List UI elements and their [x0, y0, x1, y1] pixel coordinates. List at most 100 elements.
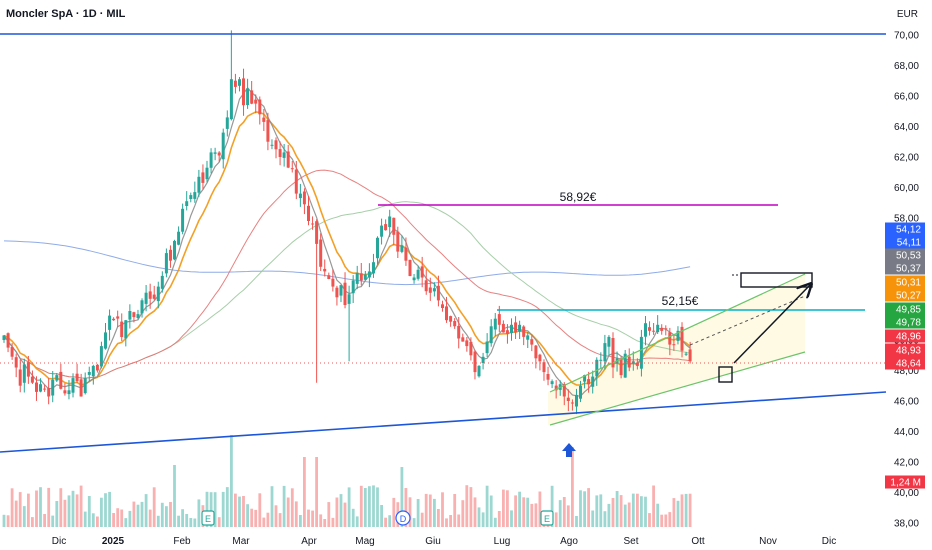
candle-body: [359, 273, 363, 281]
price-badge-label: 54,12: [896, 225, 921, 236]
candle-body: [485, 341, 489, 354]
volume-bar: [181, 509, 184, 527]
candle-body: [595, 359, 599, 377]
volume-bar: [615, 491, 619, 527]
volume-bar: [664, 514, 668, 527]
y-tick-label: 46,00: [894, 397, 919, 408]
volume-bar: [603, 511, 607, 527]
candle-body: [323, 268, 327, 272]
volume-bar: [27, 493, 30, 527]
symbol-title[interactable]: Moncler SpA · 1D · MIL: [6, 8, 126, 20]
price-badge-label: 50,31: [896, 278, 921, 289]
volume-bar: [668, 512, 672, 527]
volume-bar: [286, 497, 290, 527]
candle-body: [319, 239, 323, 267]
candle-body: [258, 99, 262, 115]
candle-body: [554, 385, 558, 391]
volume-bar: [376, 487, 379, 527]
volume-bar: [307, 509, 310, 527]
candle-body: [83, 378, 87, 394]
volume-bar: [656, 503, 660, 527]
price-badge-label: 48,64: [896, 359, 921, 370]
price-badge: [885, 248, 925, 262]
candle-body: [148, 291, 152, 299]
candle-body: [339, 285, 343, 296]
volume-bar: [18, 492, 22, 527]
candle-body: [144, 292, 148, 304]
volume-bar: [648, 513, 651, 527]
volume-bar: [473, 497, 477, 527]
volume-bar: [22, 506, 26, 527]
earnings-marker: [540, 510, 554, 526]
volume-bar: [124, 518, 128, 527]
volume-bar: [510, 510, 513, 527]
ma-green-line: [3, 201, 691, 379]
price-badge-label: 48,93: [896, 346, 921, 357]
volume-bar: [428, 494, 432, 527]
volume-bar: [526, 497, 530, 527]
y-tick-label: 68,00: [894, 61, 919, 72]
volume-bar: [420, 512, 424, 527]
volume-bar: [79, 485, 83, 527]
volume-bar: [96, 516, 99, 527]
event-marker-label: E: [205, 514, 211, 524]
volume-bar: [599, 494, 603, 527]
candle-body: [566, 397, 570, 401]
candle-body: [35, 382, 38, 392]
candle-body: [160, 275, 164, 289]
volume-bar: [514, 495, 517, 527]
volume-bar: [522, 497, 526, 527]
candle-body: [376, 237, 379, 259]
volume-bar: [627, 502, 631, 527]
candle-body: [75, 373, 79, 382]
candle-body: [173, 240, 176, 260]
volume-bar: [234, 493, 237, 527]
price-badge: [885, 475, 925, 489]
volume-bar: [363, 488, 367, 527]
candle-body: [493, 318, 497, 330]
volume-bar: [238, 496, 241, 527]
volume-bar: [104, 493, 107, 527]
candle-body: [270, 144, 274, 146]
candle-body: [396, 231, 400, 252]
candle-body: [546, 374, 550, 380]
candle-body: [185, 201, 189, 206]
volume-bar: [177, 515, 180, 527]
candle-body: [518, 324, 522, 332]
candle-body: [388, 216, 392, 228]
volume-bar: [112, 513, 115, 527]
volume-bar: [562, 497, 566, 527]
volume-bar: [384, 517, 387, 527]
volume-bar: [441, 492, 444, 527]
volume-bar: [116, 508, 120, 527]
volume-bar: [6, 515, 10, 527]
volume-bar: [636, 493, 639, 527]
candle-body: [489, 326, 493, 344]
dividend-marker: [395, 510, 411, 526]
candle-body: [71, 378, 75, 393]
volume-bar: [59, 488, 63, 527]
volume-bar: [100, 497, 103, 527]
volume-bar: [404, 488, 408, 527]
volume-bar: [372, 485, 375, 527]
volume-bar: [39, 487, 42, 527]
volume-bar: [359, 485, 363, 527]
volume-bar: [477, 507, 481, 527]
candle-body: [278, 149, 282, 157]
candle-body: [481, 356, 485, 363]
candle-body: [30, 376, 34, 383]
candle-body: [55, 375, 59, 381]
x-tick-label: Giu: [425, 536, 441, 547]
volume-bar: [485, 485, 489, 527]
candle-body: [79, 379, 83, 397]
candle-body: [367, 271, 371, 278]
volume-bar: [14, 500, 18, 527]
price-badge-label: 50,37: [896, 264, 921, 275]
candle-body: [120, 321, 124, 337]
candle-body: [684, 353, 688, 355]
price-badge-label: 50,53: [896, 251, 921, 262]
volume-bar: [680, 494, 684, 527]
candle-body: [392, 217, 396, 235]
y-tick-label: 42,00: [894, 458, 919, 469]
